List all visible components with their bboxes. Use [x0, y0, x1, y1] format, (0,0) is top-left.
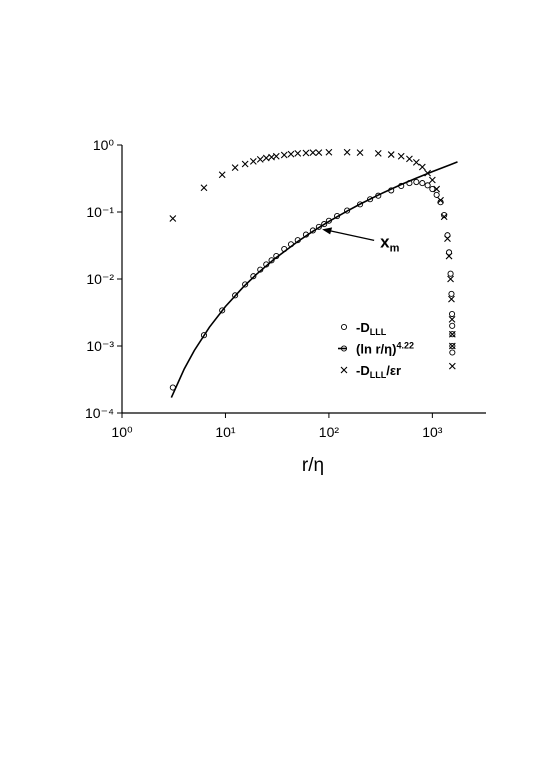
data-point	[374, 149, 382, 157]
annotation-arrow	[327, 229, 375, 242]
legend-marker	[340, 366, 348, 374]
data-point	[241, 160, 249, 168]
data-point	[448, 330, 456, 338]
data-point	[200, 332, 208, 339]
data-point	[445, 252, 453, 260]
legend-text: -D	[356, 363, 370, 378]
data-point	[249, 157, 257, 165]
annotation: xm	[380, 232, 399, 254]
data-point	[449, 349, 456, 356]
data-point	[218, 171, 226, 179]
data-point	[446, 249, 453, 256]
annotation-arrowhead	[322, 227, 333, 235]
data-point	[440, 213, 448, 221]
legend-text: -D	[356, 320, 370, 335]
data-point	[428, 176, 436, 184]
legend-text: LLL	[370, 327, 387, 337]
legend-text: 4.22	[396, 341, 414, 351]
data-point	[424, 169, 432, 177]
annotation-text: m	[390, 242, 400, 254]
x-tick-label: 10⁰	[111, 424, 133, 440]
data-point	[447, 275, 454, 283]
legend-text: LLL	[370, 370, 387, 380]
data-point	[219, 307, 226, 314]
legend-marker	[340, 323, 348, 331]
data-point	[448, 310, 456, 318]
y-tick-label: 10⁻⁴	[85, 405, 114, 421]
data-point	[250, 273, 257, 280]
y-tick-label: 10⁻³	[86, 338, 114, 354]
data-point	[424, 182, 431, 189]
data-point	[294, 149, 302, 157]
annotation-text: x	[380, 232, 390, 251]
y-tick-label: 10⁰	[93, 137, 115, 153]
data-point	[412, 159, 420, 166]
data-point	[444, 232, 451, 239]
fit-line	[170, 161, 458, 398]
data-point	[280, 151, 288, 159]
data-point	[321, 221, 328, 228]
data-point	[200, 184, 208, 192]
legend-marker	[340, 345, 348, 352]
data-point	[256, 155, 264, 163]
data-point	[444, 235, 451, 243]
data-point	[448, 295, 455, 303]
data-point	[418, 163, 426, 171]
data-point	[448, 315, 456, 323]
data-point	[309, 149, 317, 156]
data-point	[315, 149, 323, 156]
y-tick-label: 10⁻²	[86, 271, 114, 287]
data-point	[449, 342, 456, 350]
data-point	[272, 152, 280, 160]
data-point	[413, 178, 420, 186]
x-axis-label: r/η	[302, 455, 324, 476]
data-point	[356, 149, 364, 156]
legend-label: -DLLL	[356, 320, 387, 337]
data-point	[343, 148, 351, 156]
data-point	[441, 212, 448, 219]
data-point	[406, 155, 413, 163]
legend-text: (ln r/η)	[356, 342, 396, 357]
legend-text: /εr	[386, 363, 401, 378]
x-tick-label: 10¹	[215, 424, 236, 440]
data-point	[367, 196, 374, 203]
data-point	[302, 149, 310, 157]
y-tick-label: 10⁻¹	[86, 204, 114, 220]
data-point	[325, 148, 333, 156]
x-tick-label: 10²	[319, 424, 340, 440]
data-point	[287, 150, 295, 158]
data-point	[429, 186, 436, 193]
data-point	[231, 164, 239, 171]
data-point	[387, 151, 395, 158]
data-point	[169, 215, 177, 222]
data-point	[448, 290, 455, 297]
data-point	[433, 191, 440, 198]
data-point	[344, 207, 351, 214]
data-point	[448, 342, 456, 350]
data-point	[449, 331, 456, 338]
data-point	[242, 281, 249, 288]
data-point	[268, 257, 275, 264]
data-point	[433, 185, 441, 193]
x-tick-label: 10³	[422, 424, 443, 440]
legend-label: -DLLL/εr	[356, 363, 401, 380]
data-point	[232, 292, 239, 299]
data-point	[262, 154, 270, 162]
data-point	[449, 322, 456, 329]
data-point	[419, 180, 426, 187]
data-point	[397, 152, 405, 160]
data-point	[447, 270, 454, 277]
data-point	[356, 201, 364, 208]
data-point	[448, 362, 456, 370]
legend-label: (ln r/η)4.22	[356, 341, 414, 357]
data-point	[437, 196, 444, 204]
